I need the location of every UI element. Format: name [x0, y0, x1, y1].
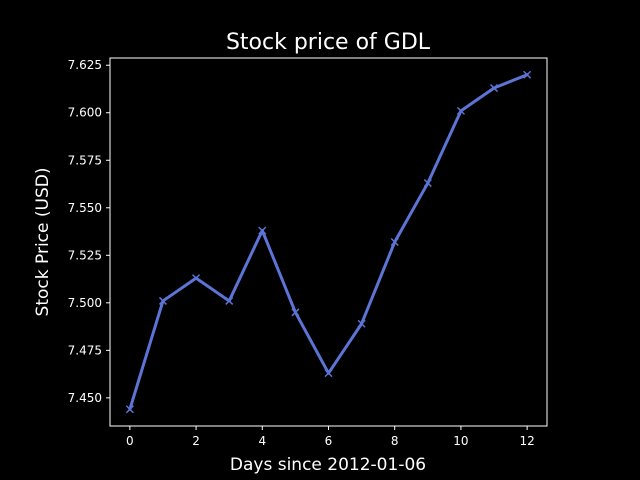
y-tick-label: 7.600: [68, 106, 102, 120]
data-point-marker: [523, 70, 532, 79]
data-point-marker: [291, 308, 300, 317]
x-tick-label: 2: [192, 434, 200, 448]
chart-title: Stock price of GDL: [226, 30, 431, 55]
data-point-marker: [456, 106, 465, 115]
x-tick-label: 4: [258, 434, 266, 448]
x-tick-label: 10: [453, 434, 468, 448]
data-point-marker: [489, 84, 499, 93]
y-tick-label: 7.575: [68, 153, 102, 167]
data-point-marker: [390, 237, 399, 247]
x-tick-label: 6: [325, 434, 333, 448]
data-point-marker: [357, 319, 366, 328]
y-tick-label: 7.500: [68, 296, 102, 310]
data-point-marker: [192, 274, 201, 283]
x-tick-label: 12: [519, 434, 534, 448]
x-tick-label: 0: [126, 434, 134, 448]
y-axis-label: Stock Price (USD): [33, 168, 53, 317]
data-point-marker: [423, 179, 432, 188]
y-tick-label: 7.625: [68, 58, 102, 72]
y-tick-label: 7.525: [68, 248, 102, 262]
series-layer: [125, 70, 532, 414]
y-axis: 7.450 7.475 7.500 7.525 7.550 7.575 7.600 7.625: [68, 58, 110, 405]
y-tick-label: 7.475: [68, 343, 102, 357]
data-point-marker: [125, 405, 134, 414]
y-tick-label: 7.450: [68, 391, 102, 405]
x-axis: 0 2 4 6 8 10 12: [126, 426, 535, 448]
x-tick-label: 8: [391, 434, 399, 448]
data-point-marker: [225, 296, 234, 305]
series-line: [128, 73, 529, 411]
data-point-marker: [258, 226, 267, 235]
y-tick-label: 7.550: [68, 201, 102, 215]
data-point-marker: [324, 369, 333, 378]
x-axis-label: Days since 2012-01-06: [230, 455, 426, 475]
data-point-marker: [158, 296, 168, 305]
